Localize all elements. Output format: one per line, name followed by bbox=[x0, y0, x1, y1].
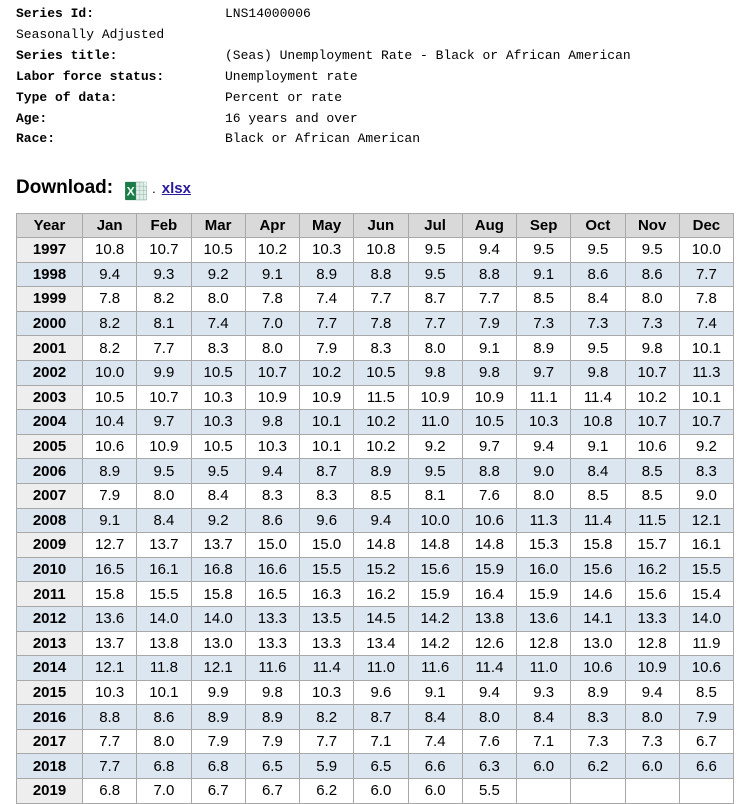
svg-text:X: X bbox=[127, 185, 136, 199]
